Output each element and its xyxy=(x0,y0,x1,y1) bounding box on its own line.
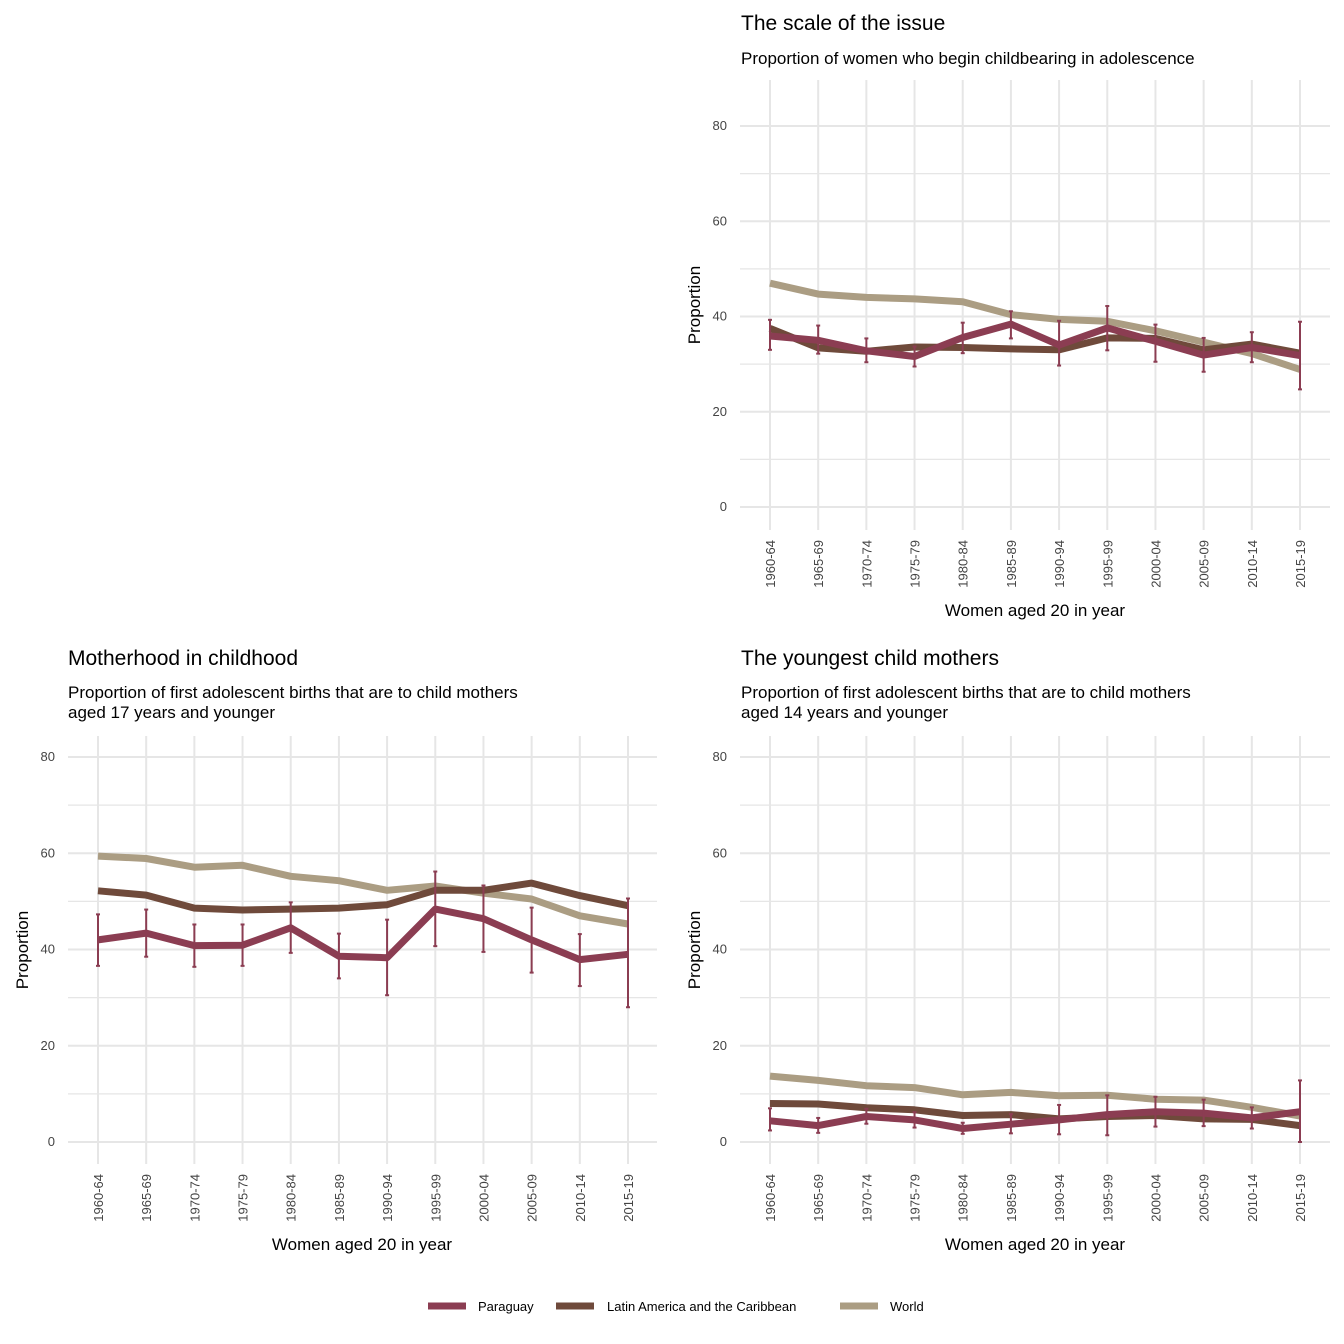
y-tick-label: 20 xyxy=(713,404,727,419)
x-tick-label: 1995-99 xyxy=(1100,1174,1115,1222)
x-tick-label: 1985-89 xyxy=(332,1174,347,1222)
series-line-latin-america-and-the-caribbean xyxy=(769,1100,1301,1130)
x-tick-label: 1960-64 xyxy=(763,540,778,588)
legend: Paraguay Latin America and the Caribbean… xyxy=(428,1299,924,1314)
x-tick-label: 1975-79 xyxy=(236,1174,251,1222)
x-tick-label: 2005-09 xyxy=(525,1174,540,1222)
x-tick-label: 1980-84 xyxy=(956,1174,971,1222)
y-axis-label: Proportion xyxy=(685,266,704,344)
y-tick-label: 80 xyxy=(713,118,727,133)
series-line-world xyxy=(769,1072,1301,1120)
series-line-paraguay xyxy=(769,320,1301,360)
x-axis-label: Women aged 20 in year xyxy=(272,1235,453,1254)
x-tick-label: 2010-14 xyxy=(1245,540,1260,588)
panel-youngest-child-mothers: The youngest child mothers Proportion of… xyxy=(685,647,1330,1254)
x-tick-label: 1965-69 xyxy=(139,1174,154,1222)
series-line-world xyxy=(769,279,1302,373)
panel-subtitle-line-1: Proportion of first adolescent births th… xyxy=(68,683,518,702)
y-tick-label: 60 xyxy=(713,213,727,228)
panel-subtitle-line-1: Proportion of first adolescent births th… xyxy=(741,683,1191,702)
x-tick-label: 1990-94 xyxy=(1052,540,1067,588)
plot-area: 0 20 40 60 80 1960-64 1965-69 1970-74 1975-79 198… xyxy=(41,736,657,1222)
x-tick-label: 2000-04 xyxy=(476,1174,491,1222)
x-tick-label: 1995-99 xyxy=(428,1174,443,1222)
legend-item-world: World xyxy=(840,1299,924,1314)
x-tick-label: 1985-89 xyxy=(1004,540,1019,588)
x-tick-label: 2000-04 xyxy=(1148,1174,1163,1222)
y-axis-label: Proportion xyxy=(13,911,32,989)
plot-area: 0 20 40 60 80 1960-64 1965-69 1970-74 1975-79 198… xyxy=(713,736,1330,1222)
x-tick-label: 1980-84 xyxy=(956,540,971,588)
x-tick-label: 1960-64 xyxy=(763,1174,778,1222)
x-tick-label: 2005-09 xyxy=(1197,1174,1212,1222)
x-tick-label: 2015-19 xyxy=(621,1174,636,1222)
x-tick-label: 1975-79 xyxy=(908,540,923,588)
panel-scale-of-issue: The scale of the issue Proportion of wom… xyxy=(685,12,1330,620)
x-tick-label: 1970-74 xyxy=(187,1174,202,1222)
y-tick-label: 60 xyxy=(41,845,55,860)
x-axis-label: Women aged 20 in year xyxy=(945,1235,1126,1254)
x-tick-label: 1970-74 xyxy=(859,540,874,588)
y-tick-label: 20 xyxy=(41,1038,55,1053)
x-tick-label: 1990-94 xyxy=(380,1174,395,1222)
legend-item-latin-america: Latin America and the Caribbean xyxy=(556,1299,796,1314)
y-axis-label: Proportion xyxy=(685,911,704,989)
plot-area: 0 20 40 60 80 1960-64 1965-69 1970-74 1975-79 198… xyxy=(713,80,1330,588)
y-tick-label: 80 xyxy=(713,749,727,764)
x-tick-label: 1960-64 xyxy=(91,1174,106,1222)
x-tick-label: 2010-14 xyxy=(1245,1174,1260,1222)
x-tick-label: 1995-99 xyxy=(1100,540,1115,588)
series-line-latin-america-and-the-caribbean xyxy=(97,879,629,914)
panel-motherhood-in-childhood: Motherhood in childhood Proportion of fi… xyxy=(13,647,657,1254)
y-tick-label: 0 xyxy=(720,1134,727,1149)
x-tick-label: 2015-19 xyxy=(1293,540,1308,588)
panel-subtitle-line-2: aged 17 years and younger xyxy=(68,703,275,722)
x-tick-label: 2005-09 xyxy=(1197,540,1212,588)
panel-title: The youngest child mothers xyxy=(741,647,999,670)
x-axis-label: Women aged 20 in year xyxy=(945,601,1126,620)
x-tick-label: 1990-94 xyxy=(1052,1174,1067,1222)
x-tick-label: 1970-74 xyxy=(859,1174,874,1222)
x-tick-label: 2015-19 xyxy=(1293,1174,1308,1222)
x-tick-label: 1965-69 xyxy=(811,1174,826,1222)
x-tick-label: 1965-69 xyxy=(811,540,826,588)
x-tick-label: 1980-84 xyxy=(284,1174,299,1222)
panel-title: The scale of the issue xyxy=(741,12,945,35)
y-tick-label: 80 xyxy=(41,749,55,764)
y-tick-label: 20 xyxy=(713,1038,727,1053)
y-tick-label: 40 xyxy=(713,942,727,957)
y-tick-label: 0 xyxy=(48,1134,55,1149)
series-line-world xyxy=(97,852,629,928)
y-tick-label: 60 xyxy=(713,845,727,860)
panel-subtitle: Proportion of women who begin childbeari… xyxy=(741,49,1195,68)
series-line-paraguay xyxy=(97,905,629,964)
series-line-paraguay xyxy=(769,1108,1301,1132)
legend-item-paraguay: Paraguay xyxy=(428,1299,534,1314)
panel-subtitle-line-2: aged 14 years and younger xyxy=(741,703,948,722)
legend-label-paraguay: Paraguay xyxy=(478,1299,534,1314)
y-tick-label: 40 xyxy=(713,309,727,324)
x-tick-label: 2000-04 xyxy=(1148,540,1163,588)
x-tick-label: 1975-79 xyxy=(908,1174,923,1222)
x-tick-label: 2010-14 xyxy=(573,1174,588,1222)
y-tick-label: 0 xyxy=(720,499,727,514)
x-tick-label: 1985-89 xyxy=(1004,1174,1019,1222)
panel-title: Motherhood in childhood xyxy=(68,647,298,670)
legend-label-world: World xyxy=(890,1299,924,1314)
legend-label-latin-america: Latin America and the Caribbean xyxy=(607,1299,796,1314)
y-tick-label: 40 xyxy=(41,942,55,957)
